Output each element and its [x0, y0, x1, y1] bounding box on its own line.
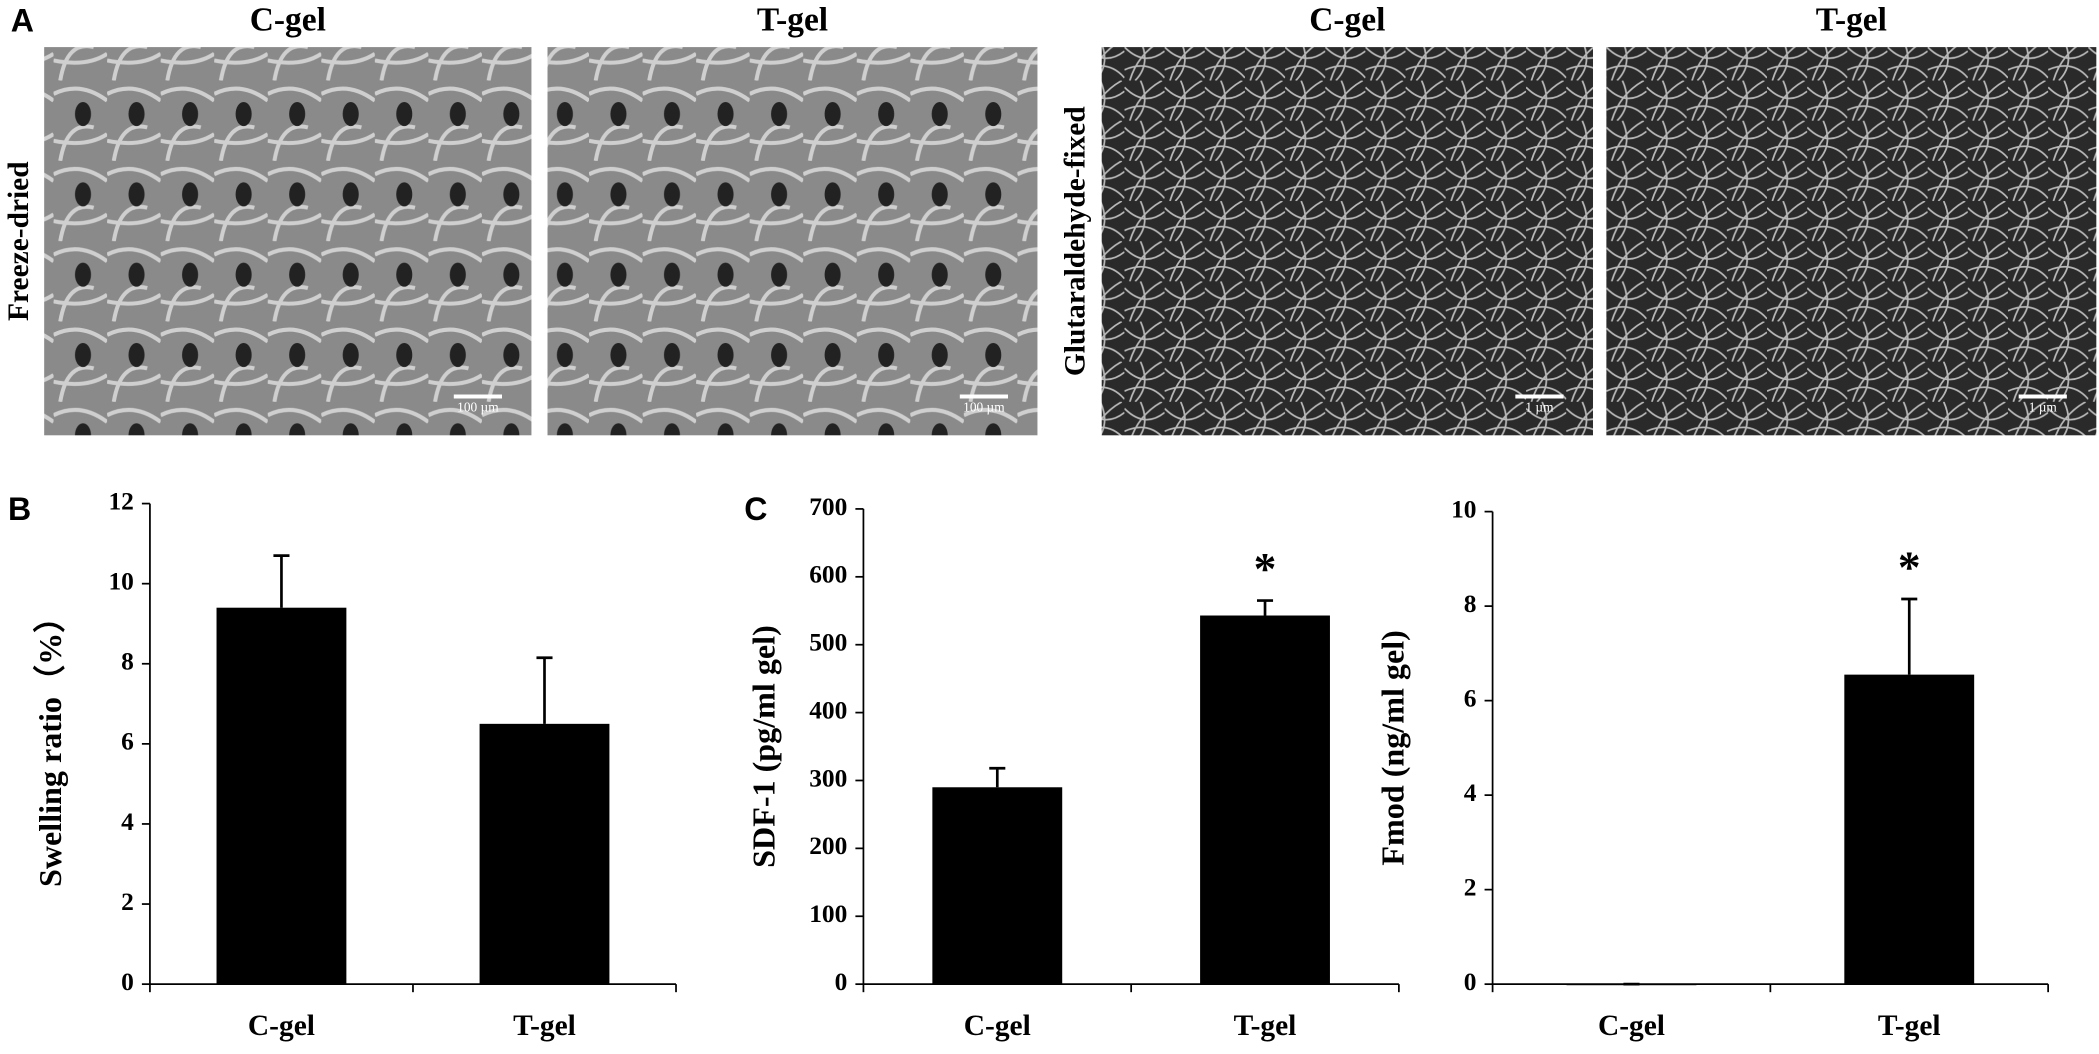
y-tick-label: 6 — [1464, 683, 1477, 712]
y-tick-label: 4 — [121, 807, 134, 836]
column-label: C-gel — [250, 2, 326, 39]
panel-label: B — [8, 491, 31, 527]
error-bar — [273, 554, 290, 608]
scale-bar-label: 100 µm — [457, 400, 499, 415]
y-tick-label: 700 — [809, 492, 847, 521]
error-bar — [989, 766, 1006, 788]
sem-image — [547, 47, 1038, 436]
y-tick-label: 0 — [1464, 967, 1477, 996]
y-axis-label: Fmod (ng/ml gel) — [1375, 630, 1411, 865]
row-label: Glutaraldehyde-fixed — [1059, 106, 1091, 376]
y-tick-label: 2 — [121, 887, 134, 916]
panel-label: C — [744, 491, 767, 527]
bar — [1844, 674, 1975, 985]
error-bar — [1256, 599, 1274, 616]
x-tick-label: C-gel — [1598, 1010, 1665, 1042]
error-bar — [1901, 597, 1918, 675]
panel-label: A — [11, 2, 34, 38]
y-tick-label: 8 — [1464, 589, 1477, 618]
y-tick-label: 200 — [809, 831, 847, 860]
y-tick-label: 6 — [121, 727, 134, 756]
panel-a: A B C C-gel 100 µm T-gel 100 µm C-gel 1 µm T-gel 1… — [3, 2, 2097, 527]
sem-image — [44, 47, 532, 436]
y-tick-label: 300 — [809, 763, 847, 792]
y-tick-label: 4 — [1464, 778, 1477, 807]
sem-image — [1101, 47, 1593, 436]
scale-bar-label: 100 µm — [963, 400, 1005, 415]
scale-bar-label: 1 µm — [2029, 400, 2058, 415]
x-tick-label: C-gel — [964, 1010, 1031, 1042]
y-tick-label: 8 — [121, 647, 134, 676]
scale-bar-label: 1 µm — [1525, 400, 1554, 415]
error-bar — [536, 656, 553, 724]
column-label: T-gel — [1816, 2, 1887, 39]
column-label: C-gel — [1309, 2, 1385, 39]
y-tick-label: 400 — [809, 695, 847, 724]
y-tick-label: 2 — [1464, 872, 1477, 901]
y-tick-label: 600 — [809, 560, 847, 589]
x-tick-label: T-gel — [1878, 1010, 1941, 1042]
bar — [479, 723, 610, 985]
bar — [1566, 984, 1697, 986]
column-label: T-gel — [757, 2, 828, 39]
bar — [1200, 615, 1330, 985]
row-label: Freeze-dried — [3, 161, 35, 321]
sem-image — [1606, 47, 2097, 436]
significance-mark: * — [1254, 543, 1277, 594]
x-tick-label: T-gel — [513, 1010, 576, 1042]
x-tick-label: C-gel — [248, 1010, 315, 1042]
y-tick-label: 500 — [809, 628, 847, 657]
y-tick-label: 10 — [1451, 494, 1476, 523]
y-axis-label: Swelling ratio（%） — [32, 601, 68, 887]
bar — [216, 607, 347, 985]
y-tick-label: 10 — [108, 567, 133, 596]
y-tick-label: 0 — [835, 967, 848, 996]
significance-mark: * — [1898, 542, 1921, 593]
y-tick-label: 100 — [809, 899, 847, 928]
y-tick-label: 12 — [108, 486, 133, 515]
y-tick-label: 0 — [121, 967, 134, 996]
x-tick-label: T-gel — [1234, 1010, 1297, 1042]
y-axis-label: SDF-1 (pg/ml gel) — [745, 625, 781, 868]
bar — [932, 787, 1063, 985]
